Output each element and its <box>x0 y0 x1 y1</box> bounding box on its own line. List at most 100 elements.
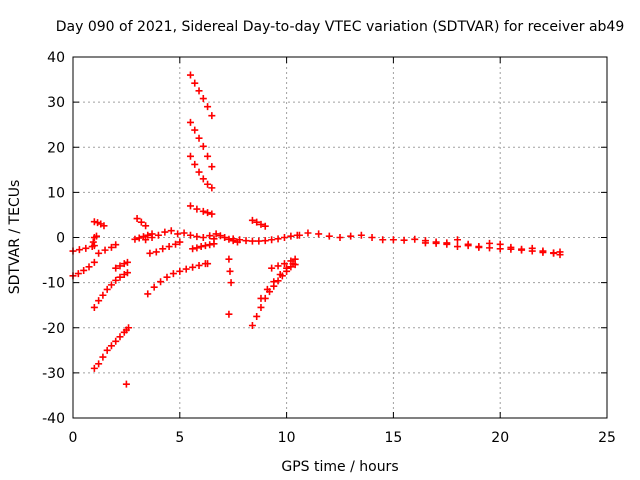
series-cluster-main <box>142 227 218 244</box>
y-tick-label: -40 <box>42 411 65 427</box>
data-point <box>528 247 536 255</box>
series-track-j <box>189 240 218 253</box>
series-track-q <box>248 261 299 329</box>
series-track-m <box>186 152 216 192</box>
data-point <box>236 236 244 244</box>
data-point <box>248 216 256 224</box>
data-point <box>195 168 203 176</box>
data-point <box>274 262 282 270</box>
data-point <box>280 260 288 268</box>
data-point <box>112 276 120 284</box>
data-point <box>191 160 199 168</box>
data-point <box>248 237 256 245</box>
data-point <box>163 273 171 281</box>
data-point <box>182 265 190 273</box>
data-point <box>116 333 124 341</box>
data-point <box>226 267 234 275</box>
data-point <box>453 236 461 244</box>
data-point <box>152 248 160 256</box>
data-point <box>193 233 201 241</box>
data-point <box>263 285 271 293</box>
data-point <box>135 234 143 242</box>
data-point <box>225 255 233 263</box>
data-point <box>120 260 128 268</box>
data-point <box>94 219 102 227</box>
data-point <box>180 229 188 237</box>
data-point <box>216 232 224 240</box>
series-track-f <box>112 258 131 272</box>
data-point <box>199 95 207 103</box>
data-point <box>146 249 154 257</box>
data-point <box>255 237 263 245</box>
data-point <box>150 283 158 291</box>
chart-title: Day 090 of 2021, Sidereal Day-to-day VTE… <box>56 19 625 35</box>
plot-frame <box>72 56 608 419</box>
data-point <box>75 246 83 254</box>
series-track-b <box>90 324 133 372</box>
data-point <box>280 234 288 241</box>
data-point <box>100 222 108 230</box>
axis-ticks: 0 5 10 15 20 25 -40 -30 -20 -10 0 10 20 30 40 <box>42 50 616 446</box>
data-point <box>208 112 216 120</box>
data-point <box>85 263 93 271</box>
data-point <box>287 232 295 240</box>
data-point <box>165 243 173 251</box>
data-point <box>167 227 175 235</box>
data-point <box>270 278 278 286</box>
data-point <box>186 152 194 160</box>
data-point <box>199 207 207 215</box>
data-point <box>550 249 558 257</box>
x-tick-label: 20 <box>491 430 509 446</box>
data-point <box>116 262 124 270</box>
series-track-a <box>89 232 100 246</box>
data-point <box>137 218 145 226</box>
data-point <box>257 303 265 311</box>
data-point <box>154 231 162 239</box>
data-point <box>197 243 205 251</box>
series-isolated <box>122 255 235 388</box>
data-point <box>189 263 197 271</box>
series-track-e <box>95 241 120 257</box>
data-point <box>189 245 197 253</box>
data-point <box>518 246 526 254</box>
data-point <box>82 244 90 252</box>
data-point <box>539 248 547 256</box>
data-point <box>90 258 98 266</box>
data-point <box>89 238 97 246</box>
y-tick-label: 40 <box>47 50 65 66</box>
series-track-o <box>229 231 301 245</box>
series-track-l <box>186 118 216 171</box>
data-point <box>90 303 98 311</box>
data-point <box>174 230 182 238</box>
series-track-i <box>144 260 209 298</box>
data-point <box>212 230 220 238</box>
data-point <box>368 234 376 241</box>
data-point <box>225 310 233 318</box>
data-point <box>268 236 276 244</box>
data-point <box>90 218 98 226</box>
data-point <box>336 234 344 241</box>
y-tick-label: -30 <box>42 366 65 382</box>
y-tick-label: 10 <box>47 185 65 201</box>
series-track-c <box>90 269 131 311</box>
data-point <box>411 235 419 243</box>
x-tick-label: 10 <box>278 430 296 446</box>
x-tick-label: 25 <box>598 430 616 446</box>
data-point <box>261 237 269 245</box>
y-tick-label: -10 <box>42 276 65 292</box>
data-point <box>315 230 323 238</box>
data-point <box>193 205 201 213</box>
data-point <box>248 321 256 329</box>
data-point <box>208 184 216 192</box>
data-point <box>227 279 235 287</box>
data-point <box>95 297 103 305</box>
data-point <box>261 222 269 230</box>
data-point <box>199 175 207 183</box>
data-point <box>123 269 131 277</box>
data-point <box>206 232 214 240</box>
data-point <box>204 209 212 217</box>
data-point <box>253 218 261 226</box>
data-point <box>199 234 207 241</box>
series-track-g <box>133 215 150 230</box>
